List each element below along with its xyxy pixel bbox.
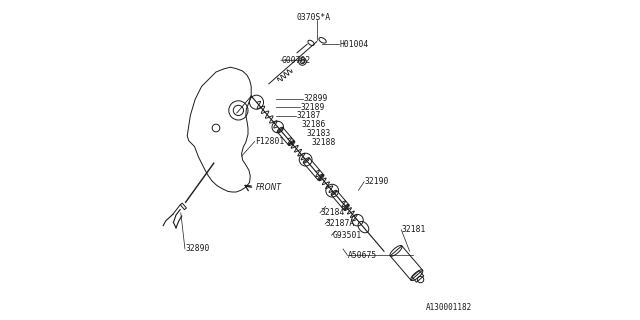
Text: 32183: 32183 [307,129,331,138]
Text: 32190: 32190 [365,177,389,186]
Text: 32188: 32188 [311,138,335,147]
Text: G00702: G00702 [282,56,311,65]
Text: F12801: F12801 [255,137,285,146]
Text: 32189: 32189 [301,103,325,112]
Text: 32899: 32899 [304,94,328,103]
Text: A130001182: A130001182 [426,303,472,312]
Text: FRONT: FRONT [255,183,282,192]
Text: 32186: 32186 [301,120,326,129]
Text: H01004: H01004 [339,40,369,49]
Text: 32890: 32890 [186,244,210,253]
Text: G93501: G93501 [332,231,362,240]
Text: 32187: 32187 [297,111,321,120]
Text: A50675: A50675 [348,251,378,260]
Text: 32184: 32184 [321,208,345,217]
Text: 0370S*A: 0370S*A [296,13,331,22]
Text: 32181: 32181 [402,225,426,234]
Text: 32187A: 32187A [326,220,355,228]
